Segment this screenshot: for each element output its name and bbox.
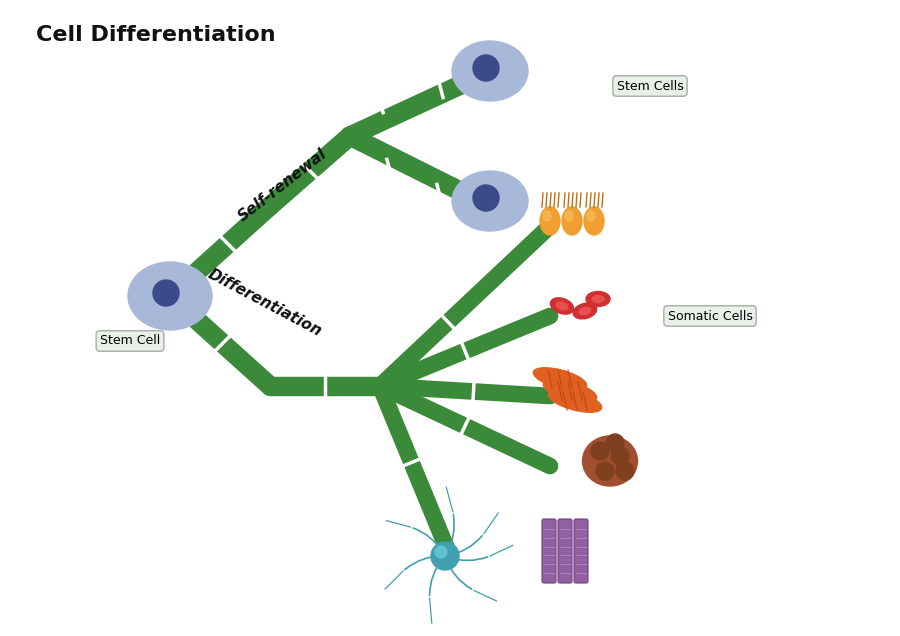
- Text: Differentiation: Differentiation: [205, 266, 324, 339]
- Text: Self-renewal: Self-renewal: [235, 146, 329, 224]
- Circle shape: [596, 462, 614, 480]
- Circle shape: [435, 546, 447, 558]
- Text: Somatic Cells: Somatic Cells: [668, 310, 752, 322]
- Ellipse shape: [548, 390, 602, 412]
- Ellipse shape: [544, 380, 597, 402]
- Ellipse shape: [582, 436, 637, 486]
- Ellipse shape: [565, 211, 573, 221]
- Ellipse shape: [573, 303, 597, 319]
- FancyBboxPatch shape: [574, 519, 588, 583]
- Ellipse shape: [551, 298, 573, 314]
- Circle shape: [473, 55, 499, 81]
- Circle shape: [591, 442, 609, 460]
- FancyBboxPatch shape: [542, 519, 556, 583]
- Ellipse shape: [534, 368, 587, 391]
- Circle shape: [616, 462, 634, 480]
- Text: Cell Differentiation: Cell Differentiation: [36, 25, 275, 45]
- Text: Stem Cells: Stem Cells: [616, 80, 683, 92]
- Ellipse shape: [556, 302, 568, 310]
- Ellipse shape: [128, 262, 212, 330]
- Text: Stem Cell: Stem Cell: [100, 335, 160, 347]
- Circle shape: [431, 542, 459, 570]
- Circle shape: [611, 447, 629, 465]
- Ellipse shape: [592, 296, 604, 303]
- Ellipse shape: [587, 211, 595, 221]
- Ellipse shape: [584, 207, 604, 235]
- Circle shape: [606, 434, 624, 452]
- Ellipse shape: [452, 41, 528, 101]
- Ellipse shape: [540, 207, 560, 235]
- Ellipse shape: [562, 207, 582, 235]
- Ellipse shape: [586, 291, 610, 307]
- Ellipse shape: [579, 307, 591, 315]
- Circle shape: [153, 280, 179, 306]
- Ellipse shape: [452, 171, 528, 231]
- FancyBboxPatch shape: [558, 519, 572, 583]
- Circle shape: [473, 185, 499, 211]
- Ellipse shape: [543, 211, 551, 221]
